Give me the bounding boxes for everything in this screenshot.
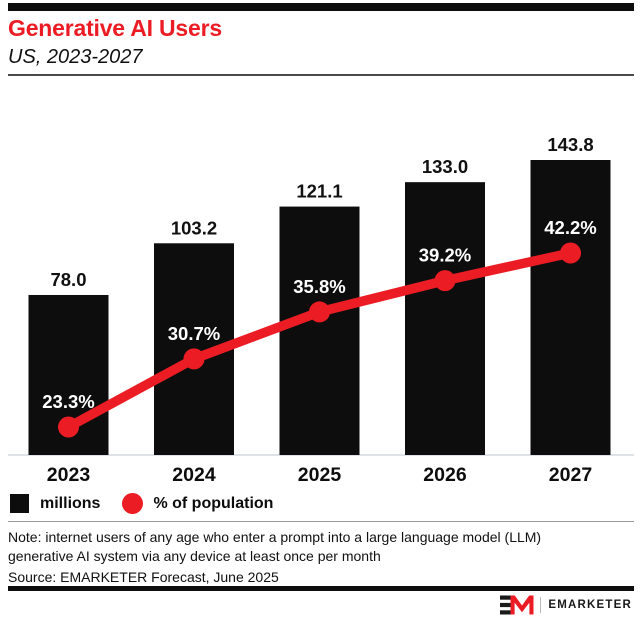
bar-2026: [405, 182, 485, 456]
bar-value-label-2025: 121.1: [296, 181, 342, 202]
chart-plot-area: 78.0 103.2 121.1 133.0 143.8 23.3% 30.7% 35.8% 3…: [8, 134, 634, 486]
x-axis-label-2027: 2027: [549, 464, 592, 486]
x-axis-label-2026: 2026: [423, 464, 467, 486]
chart-source: Source: EMARKETER Forecast, June 2025: [8, 569, 279, 585]
x-axis-label-2023: 2023: [47, 464, 91, 486]
logo-divider: [540, 597, 542, 613]
pct-label-2025: 35.8%: [293, 276, 345, 297]
bar-2027: [530, 160, 611, 455]
header-divider: [8, 74, 634, 76]
note-line-2: generative AI system via any device at l…: [8, 548, 381, 564]
note-divider: [8, 521, 634, 522]
emarketer-logo: EMARKETER: [500, 594, 632, 616]
pct-label-2023: 23.3%: [42, 391, 94, 412]
pct-label-2024: 30.7%: [168, 323, 220, 344]
x-axis-label-2025: 2025: [298, 464, 342, 486]
line-marker-2026: [434, 270, 456, 292]
legend-label-millions: millions: [40, 494, 101, 512]
pct-label-2027: 42.2%: [544, 217, 596, 238]
line-marker-2024: [183, 348, 205, 370]
millions-swatch-icon: [10, 494, 29, 513]
top-rule: [8, 3, 634, 11]
bottom-rule: [8, 586, 634, 591]
x-axis-label-2024: 2024: [172, 464, 216, 486]
bar-value-label-2023: 78.0: [50, 269, 86, 290]
em-monogram-icon: [500, 595, 534, 615]
bar-value-label-2024: 103.2: [171, 217, 217, 238]
bar-2025: [279, 206, 360, 455]
note-line-1: Note: internet users of any age who ente…: [8, 529, 542, 545]
legend-item-millions: millions: [10, 494, 100, 513]
chart-title: Generative AI Users: [8, 15, 222, 41]
legend-item-population: % of population: [122, 493, 273, 514]
line-marker-2025: [309, 301, 330, 323]
line-marker-2023: [58, 416, 79, 438]
bar-value-label-2027: 143.8: [547, 134, 593, 155]
logo-wordmark: EMARKETER: [548, 599, 632, 611]
chart-note: Note: internet users of any age who ente…: [8, 528, 632, 566]
chart-subtitle: US, 2023-2027: [8, 46, 143, 68]
bar-value-label-2026: 133.0: [422, 156, 468, 177]
chart-legend: millions % of population: [10, 493, 273, 514]
pct-label-2026: 39.2%: [419, 245, 471, 266]
line-marker-2027: [560, 242, 581, 264]
legend-label-population: % of population: [153, 494, 274, 512]
population-dot-icon: [122, 493, 144, 514]
